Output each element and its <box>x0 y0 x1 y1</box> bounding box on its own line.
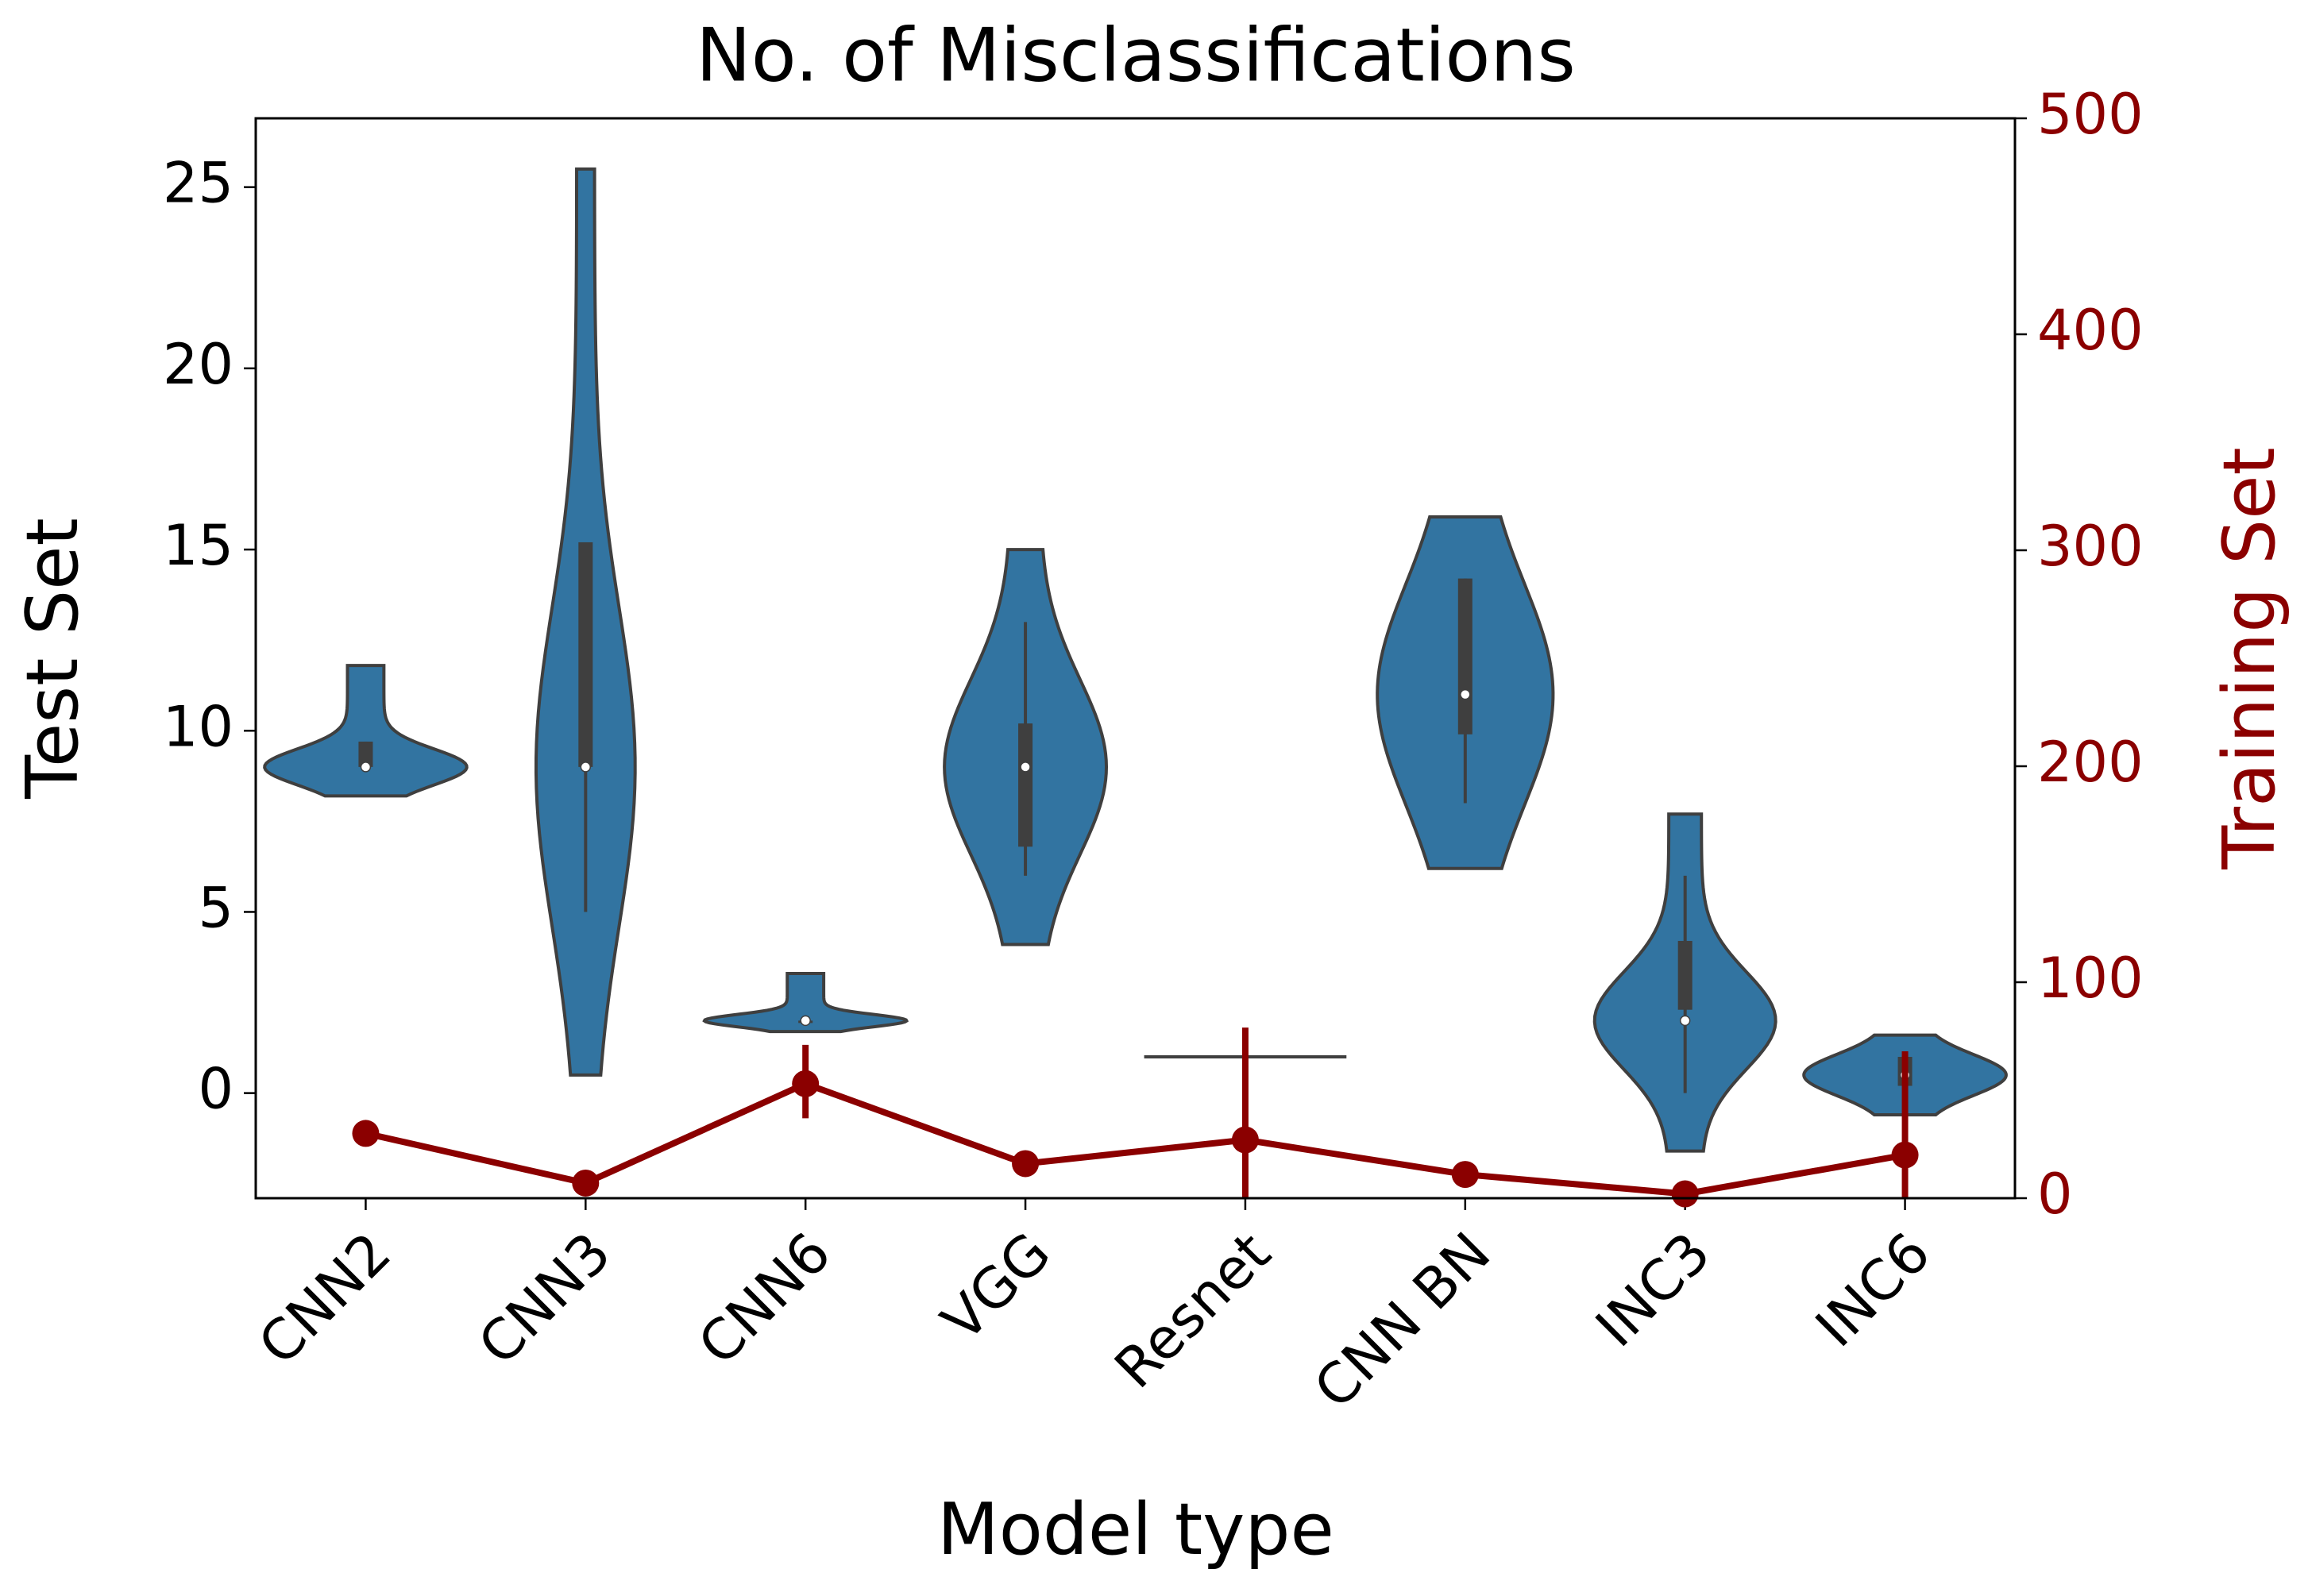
x-tick-label: CNN3 <box>466 1220 623 1377</box>
x-tick-label: Resnet <box>1102 1220 1283 1401</box>
point <box>1451 1161 1479 1189</box>
y2-tick-label: 300 <box>2037 514 2144 579</box>
x-tick-label: CNN6 <box>686 1220 843 1377</box>
violin-body <box>702 972 909 1034</box>
x-axis-label: Model type <box>937 1488 1334 1571</box>
violin-median <box>360 761 372 773</box>
point <box>1231 1126 1259 1154</box>
x-tick-label: VGG <box>929 1220 1063 1354</box>
violin-median <box>1020 761 1031 773</box>
violin-box <box>358 741 373 767</box>
violin-body <box>263 664 469 798</box>
plot-frame <box>254 117 2017 1200</box>
y2-tick-label: 100 <box>2037 946 2144 1011</box>
y-tick-label: 15 <box>163 513 234 578</box>
y2-axis-label: Training Set <box>2208 447 2291 870</box>
point <box>1012 1150 1040 1178</box>
y2-tick-label: 200 <box>2037 730 2144 795</box>
y-tick-label: 5 <box>198 875 234 940</box>
x-tick-label: CNN2 <box>246 1220 403 1377</box>
y2-tick-label: 400 <box>2037 298 2144 363</box>
point <box>352 1120 380 1147</box>
x-tick-label: CNN BN <box>1302 1220 1503 1421</box>
y-tick-label: 0 <box>198 1057 234 1122</box>
point <box>572 1169 600 1197</box>
violin-median <box>800 1015 811 1027</box>
point <box>1891 1141 1919 1169</box>
chart-title: No. of Misclassifications <box>696 12 1576 98</box>
x-tick-label: INC3 <box>1584 1220 1723 1359</box>
violin-median <box>1460 688 1471 700</box>
violin-median <box>580 761 592 773</box>
violin-box <box>578 542 593 767</box>
y-tick-label: 20 <box>163 332 234 397</box>
violin-median <box>1679 1015 1691 1027</box>
violin-box <box>1677 940 1693 1010</box>
violin-box <box>1018 723 1033 847</box>
series-line <box>365 1080 1906 1197</box>
x-tick-label: INC6 <box>1803 1220 1943 1359</box>
y2-tick-label: 500 <box>2037 82 2144 147</box>
y2-tick-label: 0 <box>2037 1162 2073 1227</box>
violin-box <box>1457 578 1473 734</box>
y-tick-label: 10 <box>163 694 234 759</box>
point <box>1671 1180 1699 1208</box>
y-axis-label: Test Set <box>11 518 95 800</box>
point <box>792 1070 820 1097</box>
y-tick-label: 25 <box>163 151 234 216</box>
